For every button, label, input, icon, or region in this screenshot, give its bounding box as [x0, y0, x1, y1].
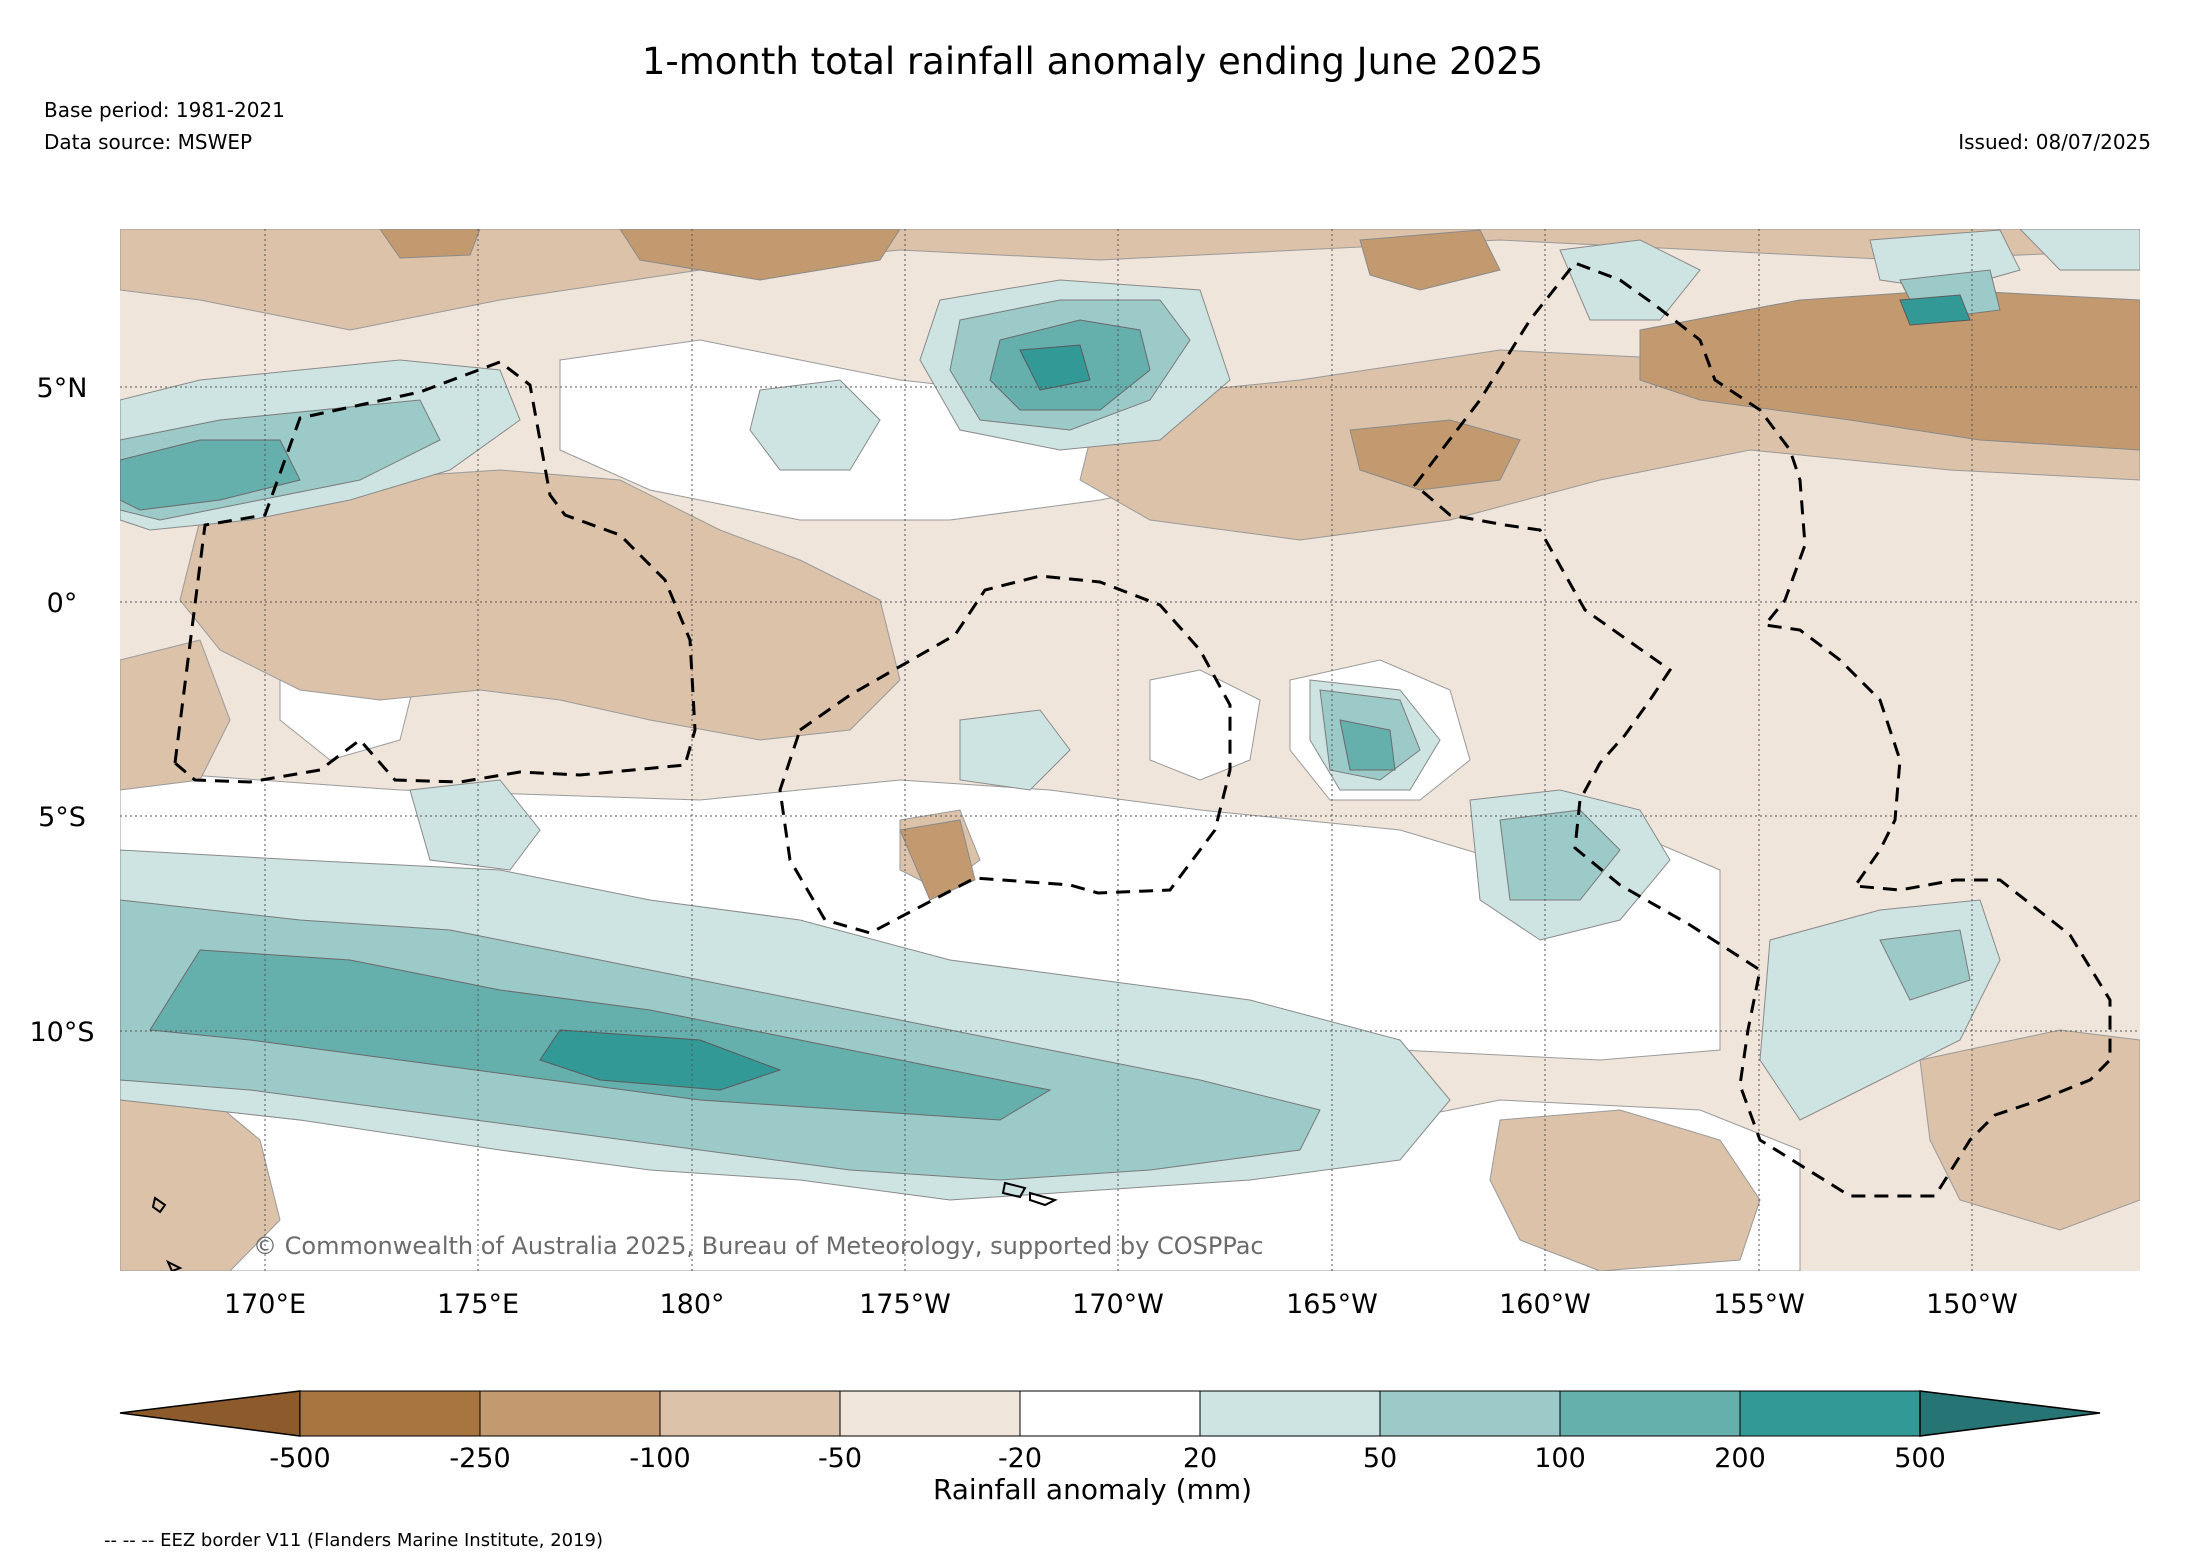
copyright-text: © Commonwealth of Australia 2025, Bureau…	[253, 1232, 1264, 1260]
lon-label: 150°W	[1926, 1289, 2018, 1320]
colorbar-segment	[659, 1390, 841, 1437]
lon-label: 170°E	[224, 1289, 306, 1320]
eez-borders	[173, 261, 2112, 1198]
lon-label: 160°W	[1499, 1289, 1591, 1320]
lon-label: 175°W	[859, 1289, 951, 1320]
very-heavy-wet-regions	[539, 294, 1971, 1091]
colorbar-tick-label: -100	[629, 1443, 690, 1474]
lat-label: 5°S	[38, 802, 86, 833]
lat-label: 5°N	[37, 373, 88, 404]
colorbar-segment	[1379, 1390, 1561, 1437]
colorbar-segment	[1559, 1390, 1741, 1437]
data-source-text: Data source: MSWEP	[44, 130, 253, 154]
eez-legend-text: -- -- -- EEZ border V11 (Flanders Marine…	[104, 1530, 604, 1551]
colorbar-tick-label: 20	[1183, 1443, 1217, 1474]
lon-label: 155°W	[1713, 1289, 1805, 1320]
colorbar-tick-label: 200	[1714, 1443, 1766, 1474]
colorbar-extend-high	[1919, 1390, 2101, 1437]
lat-label: 0°	[47, 588, 78, 619]
strong-dry-regions	[379, 229, 2140, 901]
colorbar-tick-label: 500	[1894, 1443, 1946, 1474]
colorbar: -500 -250 -100 -50 -20 20 50 100 200 500	[119, 1390, 2101, 1474]
colorbar-label: Rainfall anomaly (mm)	[932, 1473, 1253, 1506]
island-outlines	[151, 1181, 1058, 1271]
colorbar-segment	[1739, 1390, 1921, 1437]
issued-date-text: Issued: 08/07/2025	[1958, 130, 2151, 154]
map-gridlines	[120, 229, 2140, 1271]
lon-label: 175°E	[437, 1289, 519, 1320]
colorbar-segment	[479, 1390, 661, 1437]
colorbar-segment	[299, 1390, 481, 1437]
colorbar-segment	[839, 1390, 1021, 1437]
colorbar-extend-low	[119, 1390, 301, 1437]
colorbar-tick-label: -500	[269, 1443, 330, 1474]
lon-label: 170°W	[1072, 1289, 1164, 1320]
colorbar-tick-label: -20	[998, 1443, 1042, 1474]
colorbar-segment	[1199, 1390, 1381, 1437]
colorbar-tick-label: 100	[1534, 1443, 1586, 1474]
map-title: 1-month total rainfall anomaly ending Ju…	[641, 40, 1544, 83]
lat-label: 10°S	[30, 1017, 95, 1048]
colorbar-tick-label: 50	[1363, 1443, 1397, 1474]
base-period-text: Base period: 1981-2021	[44, 98, 285, 122]
colorbar-tick-label: -250	[449, 1443, 510, 1474]
colorbar-segment	[1019, 1390, 1201, 1437]
map-plot-area	[120, 229, 2140, 1271]
lon-label: 180°	[659, 1289, 724, 1320]
colorbar-tick-label: -50	[818, 1443, 862, 1474]
lon-label: 165°W	[1286, 1289, 1378, 1320]
